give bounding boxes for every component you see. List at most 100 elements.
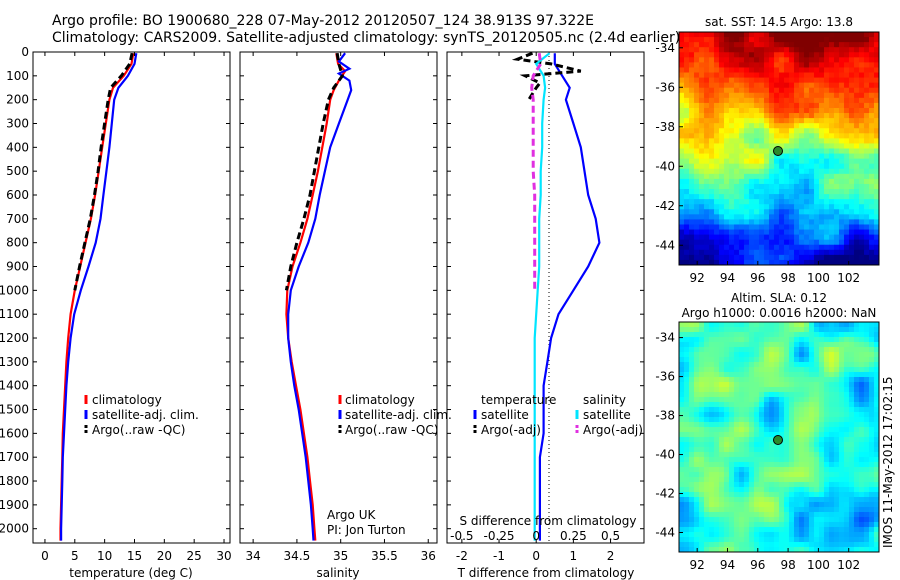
- map-cell: [829, 467, 835, 473]
- map-cell: [874, 322, 880, 328]
- map-cell: [834, 254, 840, 261]
- map-cell: [744, 158, 750, 165]
- map-cell: [814, 502, 820, 508]
- map-cell: [834, 209, 840, 215]
- map-cell: [724, 517, 730, 523]
- map-cell: [689, 512, 695, 518]
- map-cell: [794, 178, 800, 185]
- map-cell: [704, 497, 710, 503]
- map-cell: [724, 472, 730, 478]
- map-cell: [799, 254, 805, 261]
- map-cell: [714, 173, 720, 180]
- y-tick-label: 300: [6, 117, 29, 131]
- map-cell: [799, 547, 805, 553]
- map-cell: [734, 337, 740, 343]
- map-cell: [689, 72, 695, 78]
- map-cell: [714, 239, 720, 246]
- map-cell: [694, 522, 700, 528]
- map-cell: [724, 102, 730, 109]
- map-cell: [709, 497, 715, 503]
- map-cell: [679, 214, 685, 220]
- map-cell: [804, 133, 810, 139]
- y-tick-label: 2000: [0, 522, 29, 536]
- map-cell: [704, 382, 710, 388]
- map-cell: [809, 532, 815, 538]
- map-cell: [789, 517, 795, 523]
- map-cell: [869, 107, 875, 114]
- map-cell: [744, 239, 750, 246]
- map-cell: [769, 249, 775, 256]
- map-cell: [779, 244, 785, 251]
- map-cell: [824, 402, 830, 408]
- map-cell: [719, 92, 725, 99]
- map-cell: [794, 412, 800, 418]
- map-cell: [824, 249, 830, 256]
- map-cell: [849, 77, 855, 84]
- map-cell: [829, 32, 835, 38]
- map-cell: [769, 517, 775, 523]
- map-cell: [769, 158, 775, 165]
- map-cell: [874, 47, 880, 53]
- map-cell: [709, 377, 715, 383]
- map-cell: [754, 452, 760, 458]
- map-cell: [829, 128, 835, 134]
- map-cell: [819, 97, 825, 104]
- map-cell: [729, 82, 735, 89]
- map-cell: [849, 229, 855, 236]
- map-cell: [784, 123, 790, 129]
- map-cell: [809, 107, 815, 114]
- map-cell: [754, 437, 760, 443]
- y-tick-label: 1600: [0, 426, 29, 440]
- map-cell: [809, 97, 815, 104]
- map-cell: [844, 482, 850, 488]
- map-cell: [719, 482, 725, 488]
- map-cell: [679, 337, 685, 343]
- map-cell: [739, 214, 745, 220]
- map-cell: [799, 128, 805, 134]
- map-cell: [769, 492, 775, 498]
- map-cell: [844, 492, 850, 498]
- map-cell: [734, 462, 740, 468]
- map-cell: [699, 547, 705, 553]
- map-cell: [834, 148, 840, 154]
- map-cell: [739, 522, 745, 528]
- map-cell: [764, 357, 770, 363]
- map-cell: [819, 322, 825, 328]
- map-cell: [854, 382, 860, 388]
- map-cell: [719, 163, 725, 170]
- map-cell: [689, 487, 695, 493]
- map-cell: [874, 532, 880, 538]
- map-cell: [804, 512, 810, 518]
- map-cell: [874, 219, 880, 225]
- map-cell: [774, 467, 780, 473]
- map-cell: [839, 447, 845, 453]
- map-cell: [769, 407, 775, 413]
- map-cell: [679, 512, 685, 518]
- map-cell: [689, 417, 695, 423]
- map-cell: [759, 372, 765, 378]
- map-cell: [809, 362, 815, 368]
- map-cell: [844, 173, 850, 180]
- map-cell: [784, 102, 790, 109]
- map-cell: [689, 502, 695, 508]
- map-cell: [794, 168, 800, 175]
- map-cell: [794, 163, 800, 170]
- temperature-legend: climatology satellite-adj. clim. Argo(..…: [84, 393, 199, 437]
- map-cell: [709, 189, 715, 195]
- map-cell: [724, 153, 730, 160]
- map-cell: [779, 249, 785, 256]
- map-cell: [699, 372, 705, 378]
- map-cell: [769, 57, 775, 63]
- map-cell: [869, 32, 875, 38]
- map-cell: [834, 432, 840, 438]
- map-cell: [854, 102, 860, 109]
- map-cell: [689, 432, 695, 438]
- map-cell: [714, 72, 720, 78]
- map-cell: [724, 82, 730, 89]
- map-cell: [754, 387, 760, 393]
- map-cell: [869, 372, 875, 378]
- map-cell: [814, 322, 820, 328]
- map-cell: [854, 173, 860, 180]
- map-cell: [769, 512, 775, 518]
- map-cell: [759, 412, 765, 418]
